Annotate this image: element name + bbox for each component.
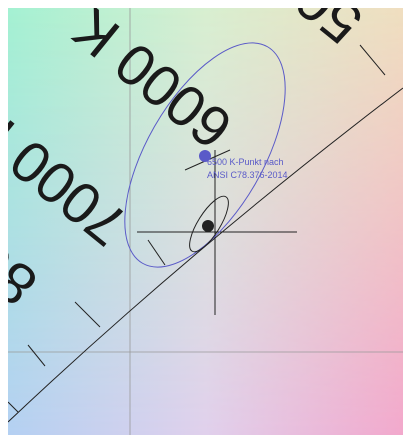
annotation: ANSI C78.376-2014 xyxy=(207,170,288,180)
planck-locus xyxy=(8,87,403,423)
tolerance-ellipse xyxy=(189,195,229,253)
target-point xyxy=(199,150,211,162)
tolerance-ellipse xyxy=(124,42,286,268)
measured-point xyxy=(202,220,214,232)
annotation: 6500 K-Punkt nach xyxy=(207,157,284,167)
